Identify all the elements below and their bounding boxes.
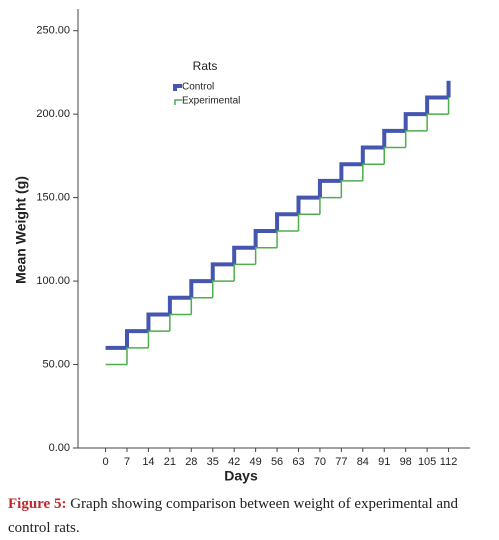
step-segment bbox=[254, 246, 278, 265]
step-segment bbox=[275, 212, 299, 232]
step-segment bbox=[276, 230, 299, 248]
step-segment bbox=[360, 145, 385, 165]
legend-swatch bbox=[174, 99, 182, 105]
y-axis-label: Mean Weight (g) bbox=[13, 176, 29, 284]
y-tick-label: 150.00 bbox=[36, 192, 70, 204]
step-segment bbox=[146, 312, 170, 332]
x-tick-label: 14 bbox=[142, 456, 154, 468]
caption-label: Figure 5: bbox=[8, 496, 67, 512]
x-tick-label: 70 bbox=[314, 456, 326, 468]
step-segment bbox=[340, 180, 363, 198]
x-tick-label: 42 bbox=[228, 456, 240, 468]
step-segment bbox=[319, 196, 342, 215]
step-segment bbox=[339, 162, 363, 181]
step-segment bbox=[296, 195, 320, 215]
step-segment bbox=[232, 245, 256, 265]
legend-label: Control bbox=[182, 82, 214, 93]
caption: Figure 5: Graph showing comparison betwe… bbox=[8, 492, 496, 540]
step-segment bbox=[426, 113, 449, 131]
step-segment bbox=[383, 146, 406, 165]
x-tick-label: 105 bbox=[418, 456, 436, 468]
x-tick-label: 35 bbox=[207, 456, 219, 468]
step-segment bbox=[362, 163, 385, 181]
x-tick-label: 84 bbox=[357, 456, 369, 468]
legend-label: Experimental bbox=[182, 96, 240, 107]
x-tick-label: 28 bbox=[185, 456, 197, 468]
step-segment bbox=[126, 347, 149, 365]
x-tick-label: 77 bbox=[335, 456, 347, 468]
x-tick-label: 91 bbox=[378, 456, 390, 468]
step-segment bbox=[147, 330, 170, 348]
step-segment bbox=[210, 262, 235, 282]
step-segment bbox=[212, 280, 235, 298]
x-axis-label: Days bbox=[224, 468, 258, 484]
x-tick-label: 21 bbox=[164, 456, 176, 468]
legend-title: Rats bbox=[193, 59, 218, 73]
x-tick-label: 98 bbox=[400, 456, 412, 468]
step-segment bbox=[190, 297, 213, 315]
x-tick-label: 63 bbox=[292, 456, 304, 468]
caption-text: Graph showing comparison between weight … bbox=[8, 496, 459, 536]
step-segment bbox=[167, 295, 192, 315]
step-segment bbox=[233, 263, 256, 282]
x-tick-label: 49 bbox=[250, 456, 262, 468]
y-tick-label: 50.00 bbox=[42, 358, 70, 370]
step-segment bbox=[425, 95, 449, 115]
step-segment bbox=[317, 178, 342, 198]
chart: Mean Weight (g) Days Rats 0.00 50.00 100.0… bbox=[13, 9, 470, 484]
step-segment bbox=[404, 130, 428, 148]
step-segment bbox=[169, 313, 192, 332]
x-tick-label: 112 bbox=[440, 456, 458, 468]
step-segment bbox=[297, 213, 320, 232]
x-tick-label: 0 bbox=[103, 456, 109, 468]
y-tick-label: 200.00 bbox=[36, 108, 70, 120]
y-tick-label: 100.00 bbox=[36, 275, 70, 287]
x-tick-label: 7 bbox=[124, 456, 130, 468]
y-tick-label: 250.00 bbox=[36, 25, 70, 37]
y-tick-label: 0.00 bbox=[49, 442, 70, 454]
step-segment bbox=[382, 128, 406, 148]
step-segment bbox=[189, 279, 213, 298]
step-segment bbox=[125, 329, 149, 348]
step-segment bbox=[253, 229, 278, 248]
legend-swatch bbox=[173, 84, 182, 91]
x-tick-label: 56 bbox=[271, 456, 283, 468]
step-segment bbox=[403, 112, 428, 131]
